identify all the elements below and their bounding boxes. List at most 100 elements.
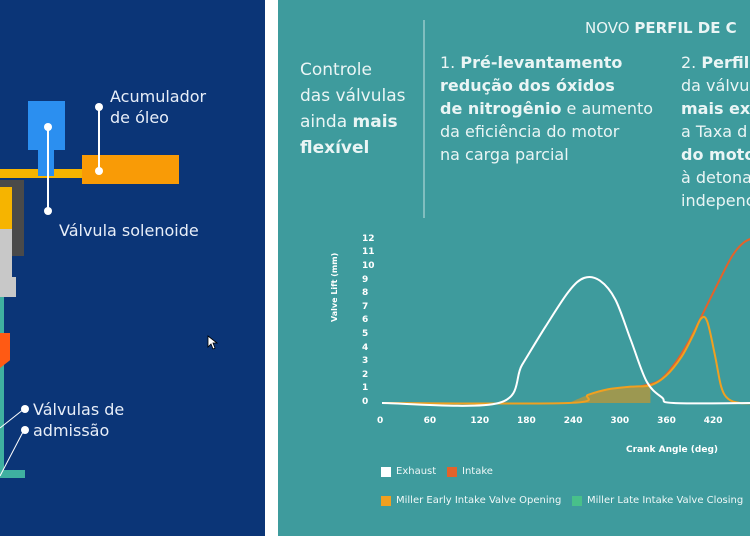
y-tick-label: 5 (362, 329, 369, 339)
text-bold: redução dos óxidos (440, 76, 615, 95)
divider (423, 20, 425, 218)
intro-text: Controle das válvulas ainda mais flexíve… (300, 57, 406, 161)
early-opening-area (568, 385, 651, 403)
y-tick-label: 9 (362, 274, 369, 285)
intake-valves-label: Válvulas de admissão (33, 399, 124, 441)
legend-exhaust: Exhaust (381, 466, 436, 477)
text-line: 2. Perfil (681, 51, 750, 74)
point-1: 1. Pré-levantamento redução dos óxidos d… (440, 51, 653, 166)
y-tick-label: 12 (362, 233, 375, 244)
x-tick-label: 360 (657, 416, 676, 426)
y-tick-label: 0 (362, 397, 369, 407)
text-bold: mais (352, 112, 398, 132)
label-line: de óleo (110, 108, 169, 127)
series-line-miller-early-intake-valve-opening (381, 315, 750, 405)
actuator-piston (0, 229, 12, 279)
valve-stem (0, 297, 4, 477)
accumulator-label: Acumulador de óleo (110, 86, 206, 128)
point-2: 2. Perfil da válvu mais ext a Taxa d do … (681, 51, 750, 212)
legend-label: Miller Late Intake Valve Closing (587, 495, 744, 506)
x-tick-label: 120 (470, 416, 490, 426)
text-line: ainda mais (300, 109, 406, 135)
y-tick-label: 1 (362, 383, 369, 394)
text-line: redução dos óxidos (440, 74, 653, 97)
intake-dot (21, 426, 29, 434)
text-bold: flexível (300, 138, 370, 158)
text-line: na carga parcial (440, 145, 569, 164)
solenoid-leader (47, 126, 49, 212)
header-normal: NOVO (585, 19, 635, 37)
right-slide: NOVO PERFIL DE C Controle das válvulas a… (278, 0, 750, 536)
y-tick-label: 4 (362, 342, 369, 353)
text-bold: de nitrogênio (440, 99, 562, 118)
label-line: Válvulas de (33, 400, 125, 419)
orange-arrow (0, 333, 10, 368)
text-bold: mais ext (681, 99, 750, 118)
label-line: admissão (33, 421, 110, 440)
text-line: 1. Pré-levantamento (440, 51, 653, 74)
y-tick-label: 7 (362, 301, 369, 312)
text-line: flexível (300, 135, 406, 161)
actuator-yellow (0, 187, 12, 229)
text-line: mais ext (681, 97, 750, 120)
y-tick-label: 11 (362, 247, 375, 258)
accumulator-leader (98, 106, 100, 171)
solenoid-valve-neck (38, 148, 54, 176)
accumulator-dot (95, 167, 103, 175)
text: 2. (681, 53, 702, 72)
series-line-intake (638, 238, 750, 388)
series-line-exhaust (381, 275, 750, 407)
text-line: a Taxa d (681, 122, 748, 141)
y-tick-label: 6 (362, 315, 369, 326)
text-bold: do moto (681, 145, 750, 164)
text-line: indepenc (681, 191, 750, 210)
x-tick-label: 180 (517, 416, 536, 426)
legend-label: Intake (462, 466, 493, 477)
label-line: Acumulador (110, 87, 207, 106)
legend-swatch (447, 466, 457, 477)
legend-label: Miller Early Intake Valve Opening (396, 495, 562, 506)
header-bold: PERFIL DE C (634, 19, 737, 37)
solenoid-label: Válvula solenoide (59, 221, 199, 240)
valve-head (0, 470, 25, 478)
legend-miller-late: Miller Late Intake Valve Closing (572, 495, 743, 506)
legend-intake: Intake (447, 466, 493, 477)
legend-miller-early: Miller Early Intake Valve Opening (381, 495, 561, 506)
text: 1. (440, 53, 461, 72)
left-slide: Acumulador de óleo Válvula solenoide Vál… (0, 0, 265, 536)
text-line: das válvulas (300, 86, 406, 106)
x-tick-label: 420 (703, 416, 723, 426)
text-line: de nitrogênio e aumento (440, 97, 653, 120)
legend-swatch (572, 495, 582, 506)
valve-lift-chart (381, 238, 750, 407)
legend-label: Exhaust (396, 466, 437, 477)
solenoid-dot (44, 123, 52, 131)
actuator-base (0, 277, 16, 297)
solenoid-dot (44, 207, 52, 215)
legend-swatch (381, 466, 391, 477)
intake-leaders (0, 408, 25, 477)
text: e aumento (561, 99, 654, 118)
y-tick-label: 2 (362, 369, 369, 380)
x-tick-label: 300 (610, 416, 630, 426)
slide-header: NOVO PERFIL DE C (585, 17, 737, 40)
x-tick-label: 240 (563, 416, 583, 426)
x-tick-label: 60 (423, 416, 437, 426)
text-bold: Perfil (701, 53, 750, 72)
x-tick-label: 0 (377, 416, 384, 426)
text-line: do moto (681, 143, 750, 166)
y-tick-label: 10 (362, 261, 375, 271)
text-line: da eficiência do motor (440, 122, 620, 141)
text-bold: Pré-levantamento (460, 53, 623, 72)
accumulator-dot (95, 103, 103, 111)
text-line: Controle (300, 60, 372, 80)
legend-swatch (381, 495, 391, 506)
intake-dot (21, 405, 29, 413)
text: ainda (300, 112, 353, 132)
y-tick-label: 3 (362, 356, 369, 367)
mouse-cursor-icon (207, 335, 219, 350)
text-line: à detona (681, 168, 750, 187)
y-tick-label: 8 (362, 288, 369, 299)
x-axis-label: Crank Angle (deg) (626, 445, 718, 455)
text-line: da válvu (681, 76, 750, 95)
